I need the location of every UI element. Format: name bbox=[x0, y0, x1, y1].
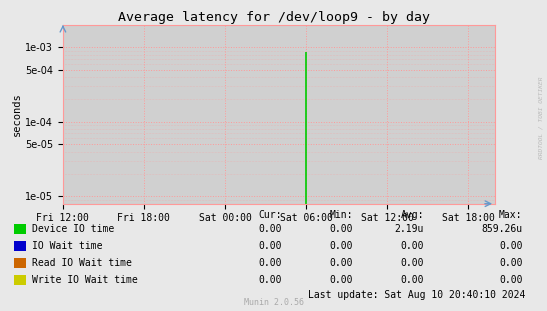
Text: 2.19u: 2.19u bbox=[394, 224, 424, 234]
Y-axis label: seconds: seconds bbox=[12, 92, 22, 136]
Text: 0.00: 0.00 bbox=[258, 241, 282, 251]
Text: 0.00: 0.00 bbox=[499, 241, 522, 251]
Text: Munin 2.0.56: Munin 2.0.56 bbox=[243, 298, 304, 307]
Text: RRDTOOL / TOBI OETIKER: RRDTOOL / TOBI OETIKER bbox=[538, 77, 543, 160]
Text: 0.00: 0.00 bbox=[329, 241, 353, 251]
Text: Read IO Wait time: Read IO Wait time bbox=[32, 258, 132, 268]
Text: 0.00: 0.00 bbox=[329, 275, 353, 285]
Text: 0.00: 0.00 bbox=[258, 224, 282, 234]
Text: Avg:: Avg: bbox=[400, 210, 424, 220]
Text: Average latency for /dev/loop9 - by day: Average latency for /dev/loop9 - by day bbox=[118, 11, 429, 24]
Text: Cur:: Cur: bbox=[258, 210, 282, 220]
Text: 0.00: 0.00 bbox=[499, 275, 522, 285]
Text: 0.00: 0.00 bbox=[258, 275, 282, 285]
Text: Max:: Max: bbox=[499, 210, 522, 220]
Text: Min:: Min: bbox=[329, 210, 353, 220]
Text: 0.00: 0.00 bbox=[329, 258, 353, 268]
Text: 0.00: 0.00 bbox=[400, 241, 424, 251]
Text: 0.00: 0.00 bbox=[400, 258, 424, 268]
Text: 0.00: 0.00 bbox=[258, 258, 282, 268]
Text: 0.00: 0.00 bbox=[329, 224, 353, 234]
Text: Last update: Sat Aug 10 20:40:10 2024: Last update: Sat Aug 10 20:40:10 2024 bbox=[308, 290, 525, 300]
Text: IO Wait time: IO Wait time bbox=[32, 241, 102, 251]
Text: 0.00: 0.00 bbox=[400, 275, 424, 285]
Text: Write IO Wait time: Write IO Wait time bbox=[32, 275, 137, 285]
Text: 0.00: 0.00 bbox=[499, 258, 522, 268]
Text: Device IO time: Device IO time bbox=[32, 224, 114, 234]
Text: 859.26u: 859.26u bbox=[481, 224, 522, 234]
